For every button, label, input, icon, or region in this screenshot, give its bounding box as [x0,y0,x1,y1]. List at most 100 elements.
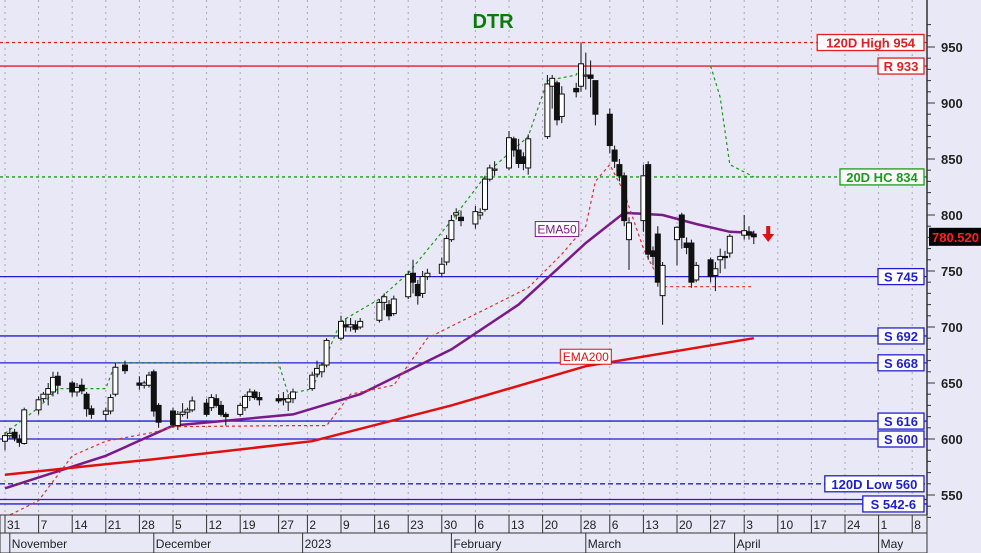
level-label-box [877,430,925,448]
y-tick-label: 900 [941,96,963,111]
level-label: S 542-6 [871,497,917,512]
level-label: S 692 [884,329,918,344]
x-tick-label: 20 [679,518,693,532]
x-tick-label: 1 [881,518,888,532]
candle-body [54,375,61,386]
candle-body [606,113,613,147]
candle-body [251,391,258,399]
candle-body [515,149,522,164]
candle-body [318,364,325,373]
x-tick-label: 20 [545,518,559,532]
candle-body [314,367,320,375]
candle-body [726,235,733,254]
candle-body [280,398,287,401]
x-tick-label: 5 [175,518,182,532]
candle-body [587,74,594,79]
candle-body [640,175,647,222]
candle-body [683,242,690,248]
series-label-box [559,348,612,365]
x-tick-label: 9 [343,518,350,532]
candle-body [750,233,757,238]
candle-body [573,87,580,93]
x-axis-band [0,514,928,553]
candle-body [554,82,560,121]
channel-line [4,163,754,518]
month-label: 2023 [305,537,332,551]
candle-body [491,168,498,171]
candle-body [520,156,527,164]
chart-title: DTR [472,11,514,33]
candle-body [443,238,450,263]
x-tick-label: 6 [612,518,619,532]
level-label-box [877,57,925,75]
candle-body [83,393,90,410]
candle-body [678,214,685,238]
level-label-box [877,354,925,372]
candle-body [717,255,724,261]
candle-body [357,320,364,328]
y-tick-label: 950 [941,40,963,55]
month-label: May [881,537,904,551]
candle-body [309,374,316,390]
candle-body [558,93,565,117]
x-tick-label: 3 [746,518,753,532]
x-tick-label: 24 [847,518,861,532]
candle-body [256,397,263,401]
candle-body [112,366,119,395]
level-label-box [877,412,925,430]
candle-body [69,382,76,393]
candle-body [21,409,28,444]
level-label-box [877,267,925,286]
candle-body [170,410,176,425]
candle-body [40,393,47,400]
candle-body [453,212,460,216]
level-label: 20D HC 834 [846,170,918,185]
candle-body [338,320,344,339]
candle-body [438,263,445,274]
candle-body [506,137,512,169]
y-tick-label: 750 [941,264,963,279]
red-down-arrow-icon [762,226,775,243]
month-label: December [156,537,211,551]
series-label: EMA200 [563,350,609,364]
level-label: S 668 [884,356,918,371]
candle-body [155,404,162,423]
candle-body [659,264,666,297]
candle-body [525,138,532,169]
candle-body [107,397,114,412]
channel-line [710,65,755,178]
last-price-label: 780.520 [932,230,979,245]
candle-body [213,398,220,406]
candle-body [352,324,359,330]
month-label: April [737,537,761,551]
candle-body [486,167,493,180]
candle-body [674,226,680,241]
candle-body [386,304,392,317]
candle-body [693,264,700,281]
candle-body [405,273,412,298]
candle-body [285,398,292,403]
candle-body [410,272,416,283]
candle-body [390,298,397,315]
candle-body [323,339,330,366]
x-tick-label: 19 [242,518,256,532]
candle-body [616,164,623,177]
month-label: November [12,537,67,551]
candle-body [50,376,56,393]
x-tick-label: 14 [74,518,88,532]
x-tick-label: 6 [477,518,484,532]
candle-body [414,283,421,297]
candle-body [218,404,224,415]
x-tick-label: 12 [209,518,223,532]
x-tick-label: 21 [108,518,122,532]
x-tick-label: 13 [645,518,659,532]
candle-body [141,382,148,386]
candle-body [78,384,85,392]
candle-body [592,80,599,115]
y-tick-label: 700 [941,320,963,335]
candle-body [419,276,426,294]
level-label-box [839,168,925,186]
level-label: S 600 [884,432,918,447]
x-tick-label: 28 [583,518,597,532]
